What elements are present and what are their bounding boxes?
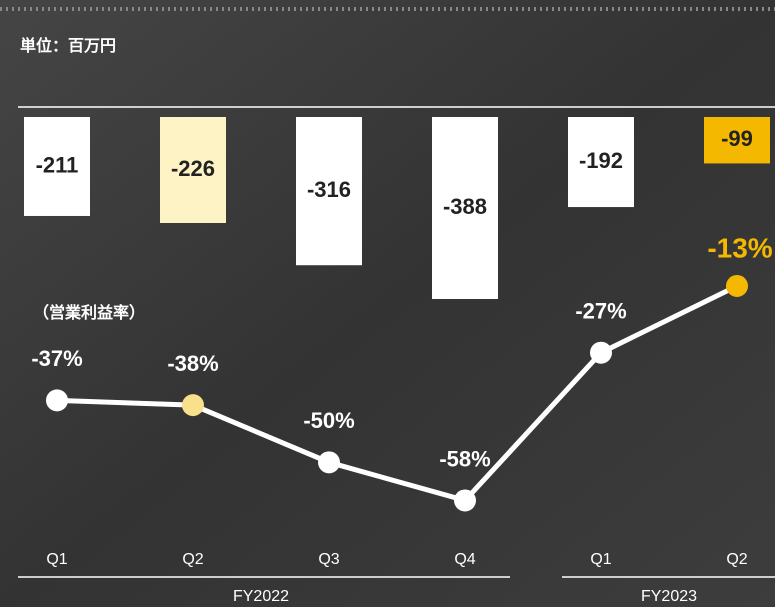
margin-point	[454, 489, 476, 511]
group-label: FY2023	[641, 588, 697, 605]
background	[0, 0, 775, 607]
unit-label: 単位：百万円	[20, 36, 116, 55]
x-tick-label: Q4	[454, 551, 475, 568]
group-label: FY2022	[233, 588, 289, 605]
margin-point	[726, 275, 748, 297]
bar-value-label: -226	[171, 156, 215, 181]
x-tick-label: Q1	[590, 551, 611, 568]
bar-value-label: -316	[307, 177, 351, 202]
margin-value-label: -27%	[575, 299, 626, 324]
bar-value-label: -388	[443, 194, 487, 219]
margin-point	[46, 389, 68, 411]
margin-value-label: -58%	[439, 446, 490, 471]
x-tick-label: Q3	[318, 551, 339, 568]
margin-point	[182, 394, 204, 416]
line-legend: （営業利益率）	[33, 303, 145, 322]
margin-point	[590, 342, 612, 364]
x-tick-label: Q2	[182, 551, 203, 568]
bar-value-label: -211	[36, 152, 79, 177]
margin-value-label: -50%	[303, 408, 354, 433]
margin-value-label: -13%	[707, 232, 772, 263]
bar-value-label: -192	[579, 148, 623, 173]
chart: 単位：百万円 （営業利益率） -211 -226 -316 -388 -192 -99 -3…	[0, 0, 775, 607]
bar-value-label: -99	[721, 126, 753, 151]
margin-value-label: -37%	[31, 346, 82, 371]
x-tick-label: Q1	[46, 551, 67, 568]
margin-point	[318, 451, 340, 473]
x-tick-label: Q2	[726, 551, 747, 568]
margin-value-label: -38%	[167, 351, 218, 376]
